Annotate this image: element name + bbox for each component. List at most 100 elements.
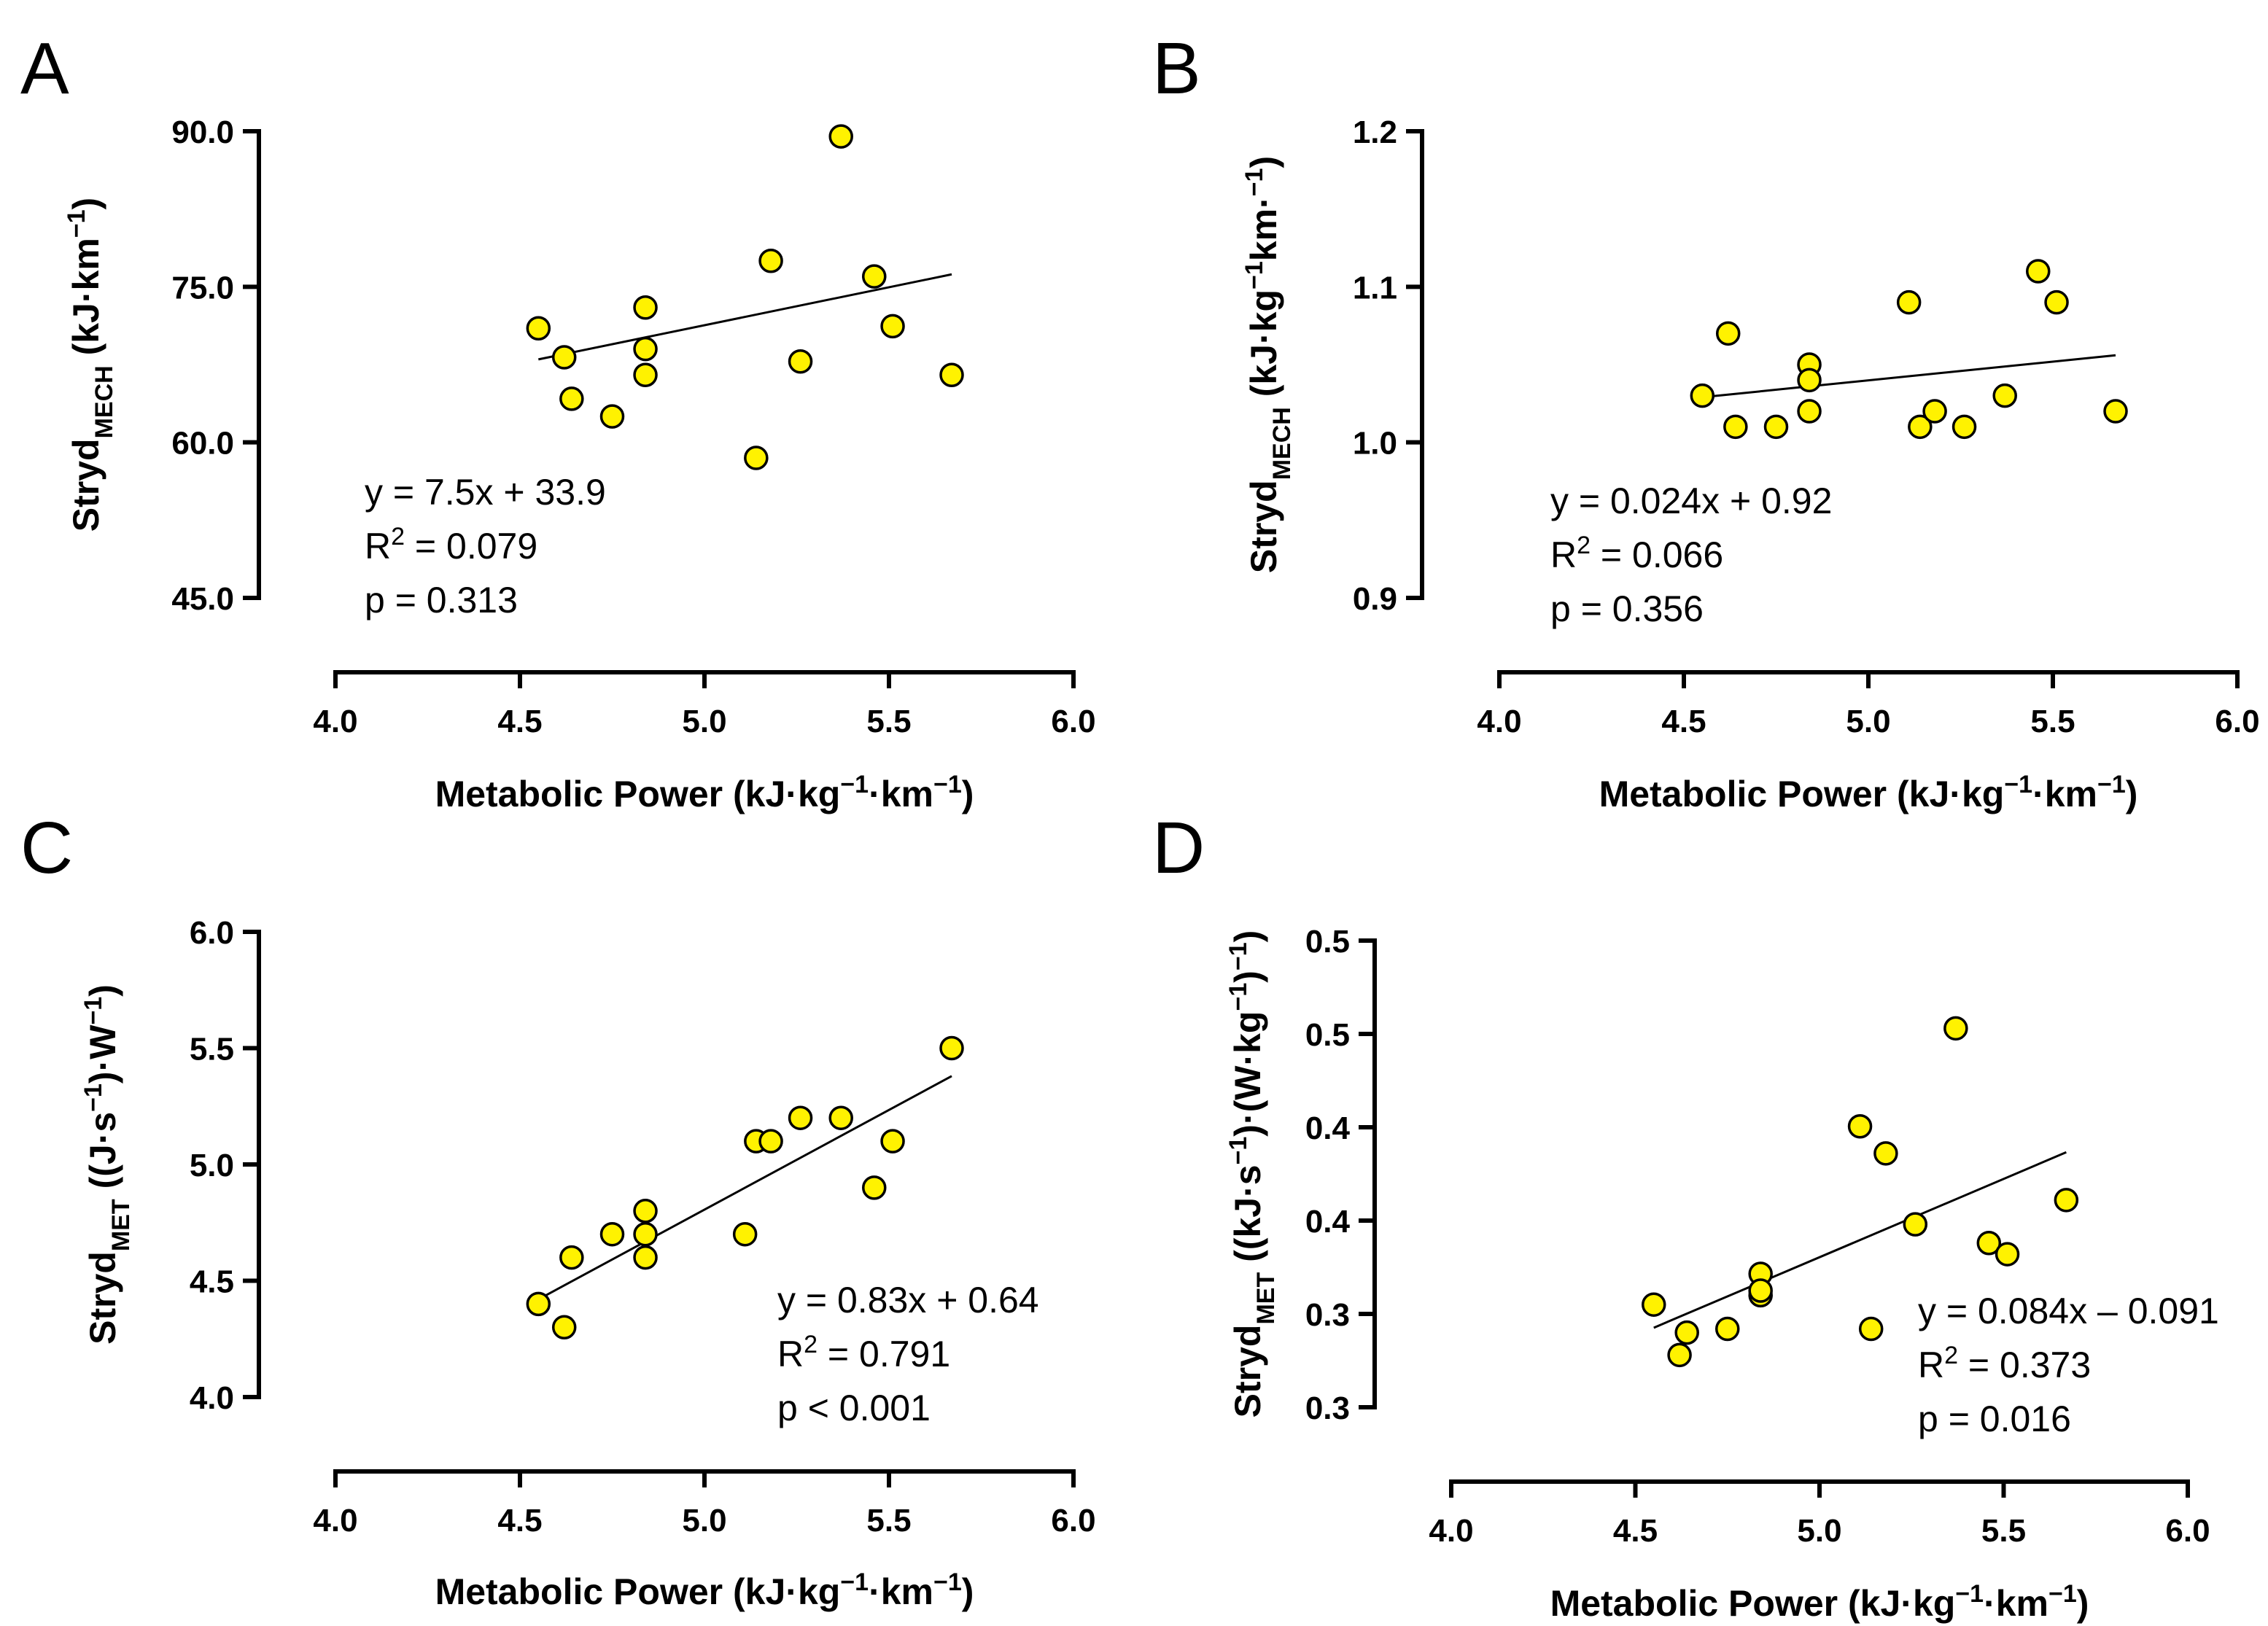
data-point <box>559 386 584 411</box>
regression-line <box>537 273 952 361</box>
data-point <box>1952 414 1977 440</box>
x-title-text: Metabolic Power (kJ <box>1599 774 1950 814</box>
data-point <box>788 349 813 374</box>
data-point <box>559 1245 584 1270</box>
data-point <box>1715 321 1741 346</box>
data-point <box>1908 414 1933 440</box>
y-tick-label: 75.0 <box>171 270 234 306</box>
r-squared-superscript: 2 <box>1944 1342 1958 1369</box>
x-title-dot: · <box>785 1571 798 1612</box>
data-point <box>2044 289 2069 315</box>
data-point <box>744 446 769 470</box>
x-title-text: Metabolic Power (kJ <box>435 774 786 814</box>
y-title-text: km <box>1243 209 1284 261</box>
y-title-text: ) <box>1227 1124 1268 1137</box>
y-axis-title: StrydMECH (kJ·kg−1km·−1) <box>1240 156 1296 573</box>
p-value: p = 0.356 <box>1550 588 1704 629</box>
x-title-superscript: −1 <box>2004 771 2032 798</box>
regression-equation: y = 0.83x + 0.64 <box>777 1280 1039 1320</box>
data-point <box>1748 1278 1773 1303</box>
data-point <box>526 1291 551 1317</box>
data-point <box>2054 1188 2079 1213</box>
x-title-text: ) <box>2126 774 2138 814</box>
y-title-subscript: MET <box>107 1199 135 1251</box>
data-point <box>633 1199 658 1224</box>
y-title-text: ) <box>82 984 123 997</box>
y-tick-label: 1.1 <box>1353 270 1397 306</box>
y-title-text: (W <box>1227 1065 1268 1113</box>
data-point <box>828 124 853 149</box>
data-point <box>732 1221 758 1247</box>
x-tick-label: 4.0 <box>313 1503 357 1539</box>
data-point <box>1723 414 1748 440</box>
y-title-text: ) <box>82 1071 123 1084</box>
x-title-superscript: −1 <box>840 771 869 798</box>
x-axis-title: Metabolic Power (kJ·kg−1·km−1) <box>435 771 974 814</box>
y-title-dot: · <box>1243 332 1284 344</box>
y-tick-label: 6.0 <box>190 915 234 951</box>
x-title-text: kg <box>1962 774 2004 814</box>
regression-equation: y = 7.5x + 33.9 <box>365 472 606 513</box>
data-point <box>828 1105 853 1130</box>
y-title-dot: · <box>82 1059 123 1072</box>
y-tick-label: 90.0 <box>171 114 234 150</box>
y-tick-label: 1.0 <box>1353 426 1397 462</box>
x-title-text: kg <box>798 1571 840 1612</box>
r-squared-superscript: 2 <box>391 523 405 551</box>
x-title-text: km <box>2045 774 2097 814</box>
r-squared: R2 = 0.373 <box>1918 1342 2091 1385</box>
regression-line <box>1702 354 2116 399</box>
panel-letter-b: B <box>1152 28 1201 109</box>
x-title-text: kg <box>1913 1583 1955 1624</box>
p-value: p < 0.001 <box>777 1388 931 1428</box>
x-tick-label: 6.0 <box>2165 1513 2210 1549</box>
x-tick-label: 6.0 <box>1051 1503 1095 1539</box>
y-title-text: ) <box>1227 970 1268 983</box>
data-point <box>599 404 625 429</box>
data-point <box>1642 1292 1666 1317</box>
x-title-dot: · <box>869 774 881 814</box>
x-tick-label: 5.0 <box>682 704 726 739</box>
x-title-superscript: −1 <box>2097 771 2126 798</box>
data-point <box>1674 1320 1699 1345</box>
y-title-subscript: MECH <box>90 365 118 438</box>
y-title-text: ) <box>1227 930 1268 943</box>
y-tick-label: 4.5 <box>190 1264 234 1300</box>
panel-c: C 4.0 4.5 5.0 5.5 6.0 4.0 4.5 5.0 5.5 6.0 Metabolic… <box>20 807 1096 1612</box>
data-point <box>1797 399 1822 424</box>
r-squared-value: = 0.791 <box>818 1334 950 1374</box>
y-tick-label: 0.4 <box>1305 1110 1351 1146</box>
y-title-text: s <box>1227 1164 1268 1185</box>
data-point <box>758 249 783 273</box>
r-squared-label: R <box>1550 534 1577 575</box>
panel-a: A 45.0 60.0 75.0 90.0 4.0 4.5 5.0 5.5 6.0 Metaboli… <box>20 28 1096 814</box>
x-title-text: ) <box>962 774 974 814</box>
data-point <box>1847 1113 1873 1139</box>
y-title-dot: · <box>1227 1054 1268 1066</box>
x-title-dot: · <box>2032 774 2045 814</box>
data-point <box>880 1129 905 1154</box>
data-point <box>1992 383 2017 408</box>
x-tick-label: 4.5 <box>1661 704 1706 739</box>
x-title-superscript: −1 <box>933 1568 962 1596</box>
data-point <box>1667 1342 1692 1368</box>
x-title-text: Metabolic Power (kJ <box>435 1571 786 1612</box>
y-title-text: Stryd <box>1243 480 1284 573</box>
x-title-text: Metabolic Power (kJ <box>1550 1583 1901 1624</box>
y-tick-label: 60.0 <box>171 426 234 462</box>
x-title-text: km <box>881 774 933 814</box>
y-tick-label: 0.5 <box>1305 1017 1350 1053</box>
p-value: p = 0.313 <box>365 580 518 621</box>
regression-line <box>1653 1151 2067 1329</box>
r-squared-value: = 0.079 <box>405 526 537 567</box>
y-title-text: s <box>82 1112 123 1132</box>
x-title-text: ) <box>2077 1583 2089 1624</box>
y-title-text: ) <box>1243 156 1284 168</box>
regression-line <box>537 1075 952 1301</box>
data-point <box>1797 367 1822 393</box>
x-title-dot: · <box>1900 1583 1913 1624</box>
y-title-text: kg <box>1227 1011 1268 1054</box>
x-title-dot: · <box>785 774 798 814</box>
r-squared-label: R <box>777 1334 804 1374</box>
x-title-superscript: −1 <box>933 771 962 798</box>
